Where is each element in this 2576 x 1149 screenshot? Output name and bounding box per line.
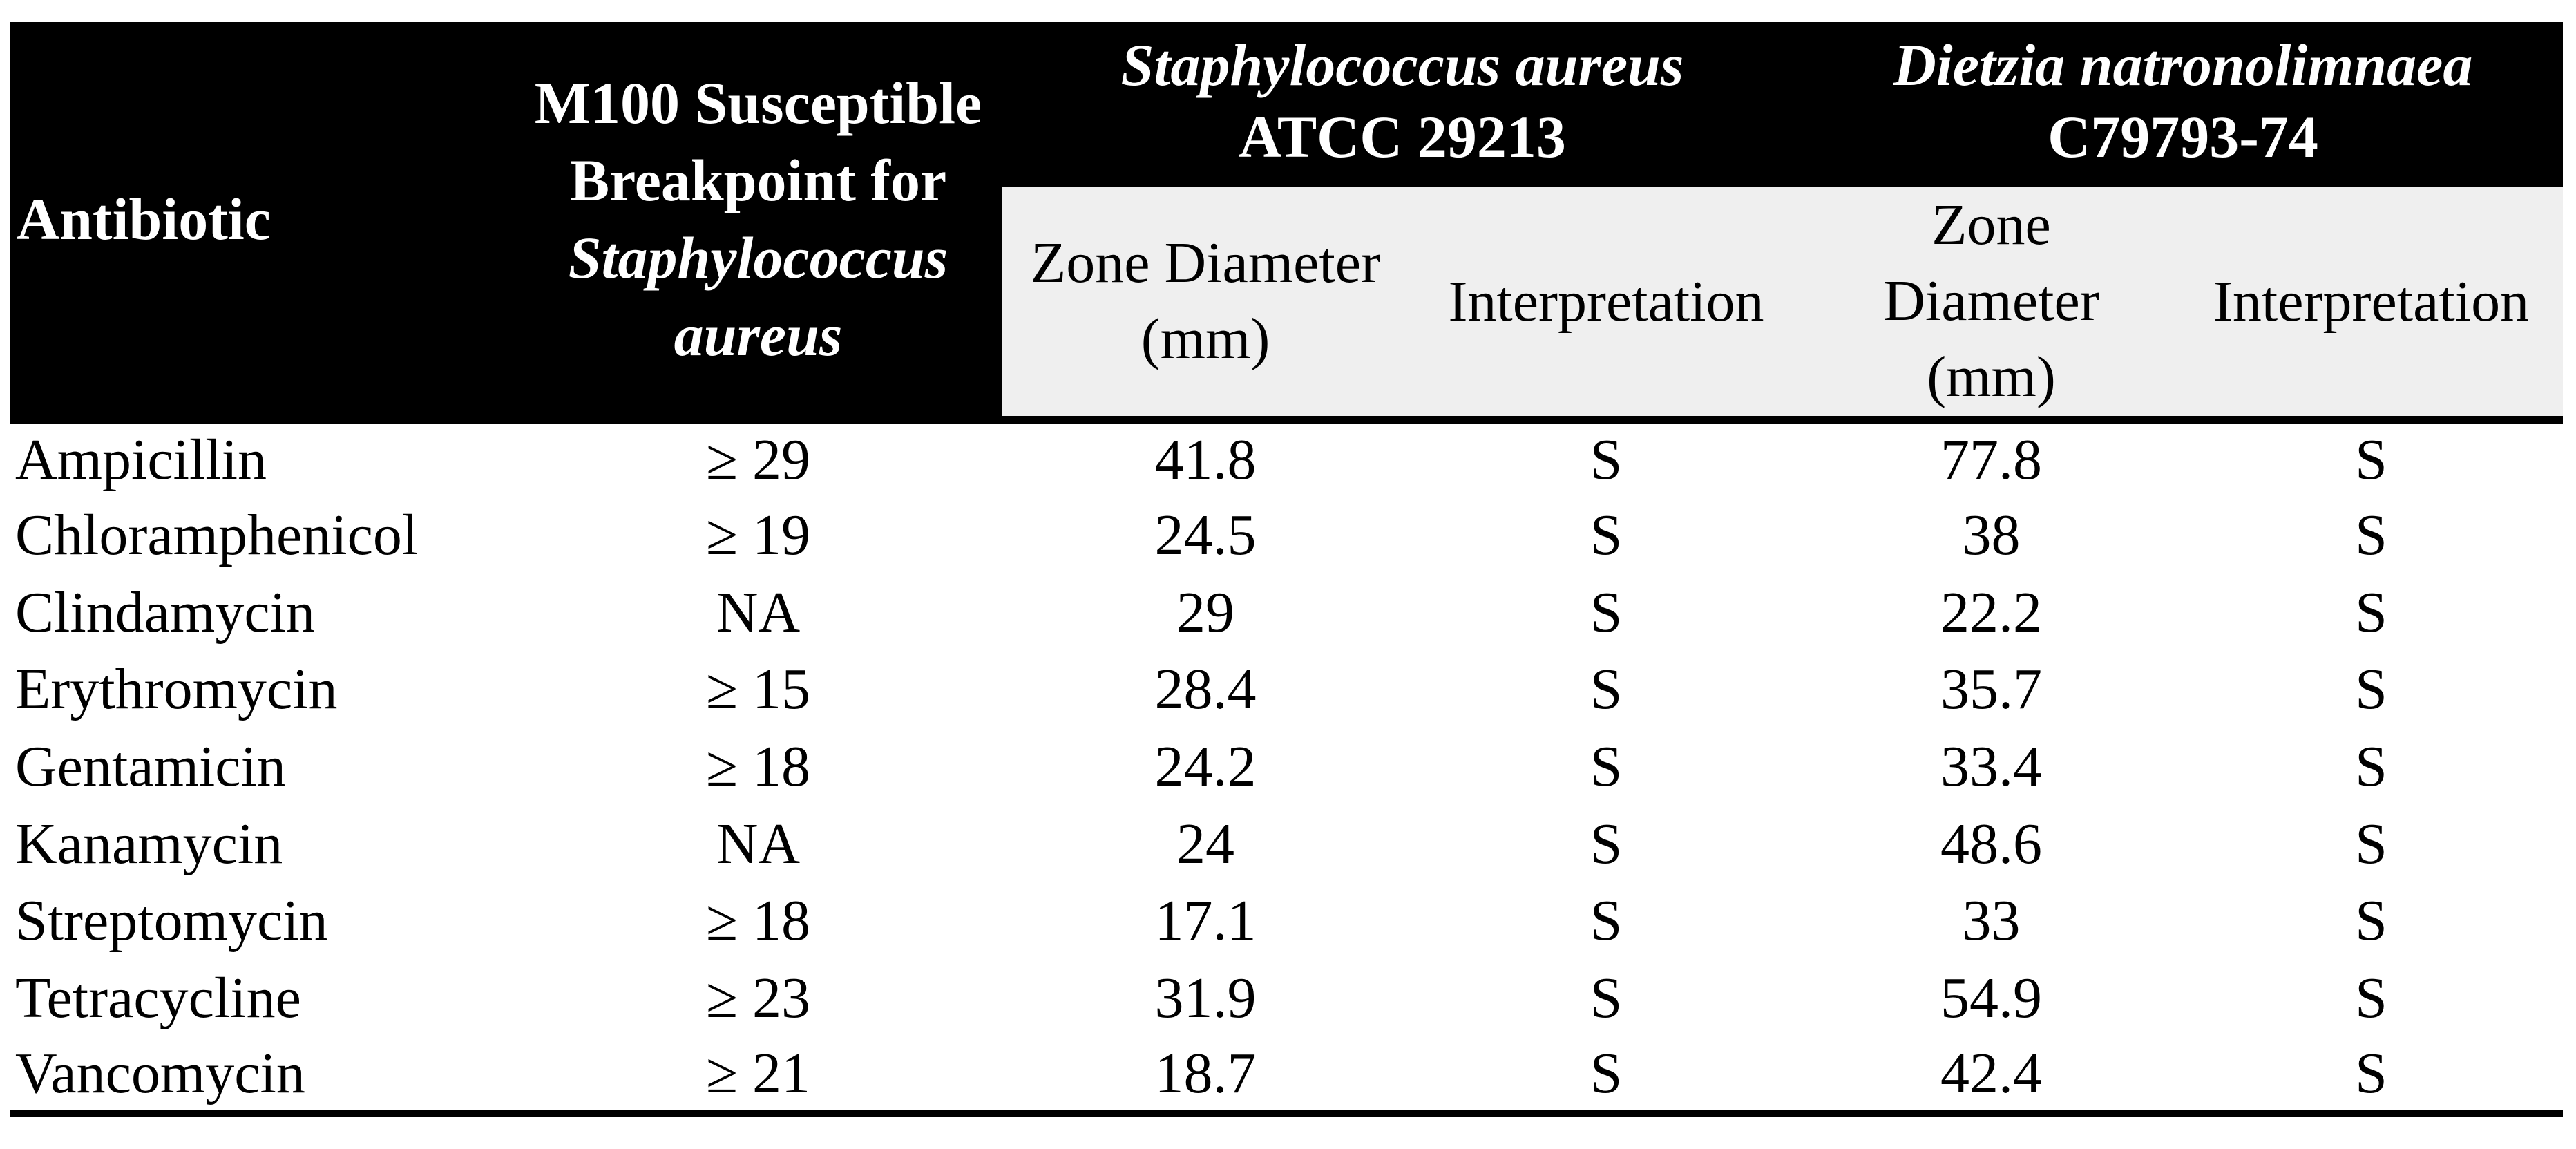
cell-breakpoint: ≥ 29 (515, 419, 1002, 497)
cell-breakpoint: ≥ 19 (515, 496, 1002, 574)
zone-line-1: Zone Diameter (1030, 231, 1381, 295)
cell-sa-zone: 17.1 (1002, 882, 1409, 960)
cell-dn-interp: S (2179, 882, 2564, 960)
cell-dn-interp: S (2179, 419, 2564, 497)
cell-sa-zone: 24.5 (1002, 496, 1409, 574)
cell-sa-interp: S (1409, 959, 1804, 1037)
header-sa-interpretation: Interpretation (1409, 183, 1804, 424)
cell-dn-interp: S (2179, 651, 2564, 728)
table-row: Gentamicin ≥ 18 24.2 S 33.4 S (10, 728, 2564, 806)
table-row: Erythromycin ≥ 15 28.4 S 35.7 S (10, 651, 2564, 728)
header-dn-interpretation: Interpretation (2179, 183, 2564, 424)
cell-antibiotic: Tetracycline (10, 959, 515, 1037)
cell-sa-zone: 24.2 (1002, 728, 1409, 806)
header-antibiotic: Antibiotic (10, 22, 515, 424)
cell-dn-zone: 42.4 (1803, 1036, 2180, 1114)
organism-name: Dietzia natronolimnaea (1893, 31, 2473, 98)
cell-sa-interp: S (1409, 651, 1804, 728)
cell-breakpoint: NA (515, 573, 1002, 652)
cell-dn-interp: S (2179, 959, 2564, 1037)
cell-breakpoint: ≥ 23 (515, 959, 1002, 1037)
cell-sa-interp: S (1409, 573, 1804, 652)
cell-antibiotic: Clindamycin (10, 573, 515, 652)
header-sa-zone-diameter: Zone Diameter (mm) (1002, 183, 1409, 424)
cell-sa-interp: S (1409, 728, 1804, 806)
cell-dn-interp: S (2179, 728, 2564, 806)
cell-dn-zone: 54.9 (1803, 959, 2180, 1037)
table-row: Ampicillin ≥ 29 41.8 S 77.8 S (10, 419, 2564, 497)
cell-breakpoint: ≥ 21 (515, 1036, 1002, 1114)
cell-breakpoint: ≥ 18 (515, 728, 1002, 806)
measure-header-row: Zone Diameter (mm) Interpretation Zone D… (10, 183, 2564, 424)
header-dn-zone-diameter: Zone Diameter (mm) (1803, 183, 2180, 424)
table-row: Clindamycin NA 29 S 22.2 S (10, 573, 2564, 652)
cell-sa-zone: 31.9 (1002, 959, 1409, 1037)
header-staphylococcus-aureus: Staphylococcus aureus ATCC 29213 (1002, 22, 1804, 187)
table-row: Chloramphenicol ≥ 19 24.5 S 38 S (10, 496, 2564, 574)
cell-sa-interp: S (1409, 496, 1804, 574)
cell-sa-interp: S (1409, 419, 1804, 497)
cell-breakpoint: ≥ 15 (515, 651, 1002, 728)
cell-dn-interp: S (2179, 496, 2564, 574)
m100-line-1: M100 Susceptible (534, 69, 982, 136)
table-header: Antibiotic M100 Susceptible Breakpoint f… (10, 22, 2564, 424)
table-row: Vancomycin ≥ 21 18.7 S 42.4 S (10, 1036, 2564, 1114)
cell-dn-interp: S (2179, 573, 2564, 652)
table-row: Tetracycline ≥ 23 31.9 S 54.9 S (10, 959, 2564, 1037)
organism-strain-code: ATCC 29213 (1239, 103, 1566, 170)
cell-antibiotic: Chloramphenicol (10, 496, 515, 574)
antibiotic-susceptibility-table: Antibiotic M100 Susceptible Breakpoint f… (10, 22, 2564, 1118)
cell-sa-interp: S (1409, 882, 1804, 960)
table-row: Kanamycin NA 24 S 48.6 S (10, 805, 2564, 883)
zone-line-1: Zone (1931, 193, 2051, 257)
cell-antibiotic: Ampicillin (10, 419, 515, 497)
organism-strain-code: C79793-74 (2048, 103, 2318, 170)
cell-antibiotic: Erythromycin (10, 651, 515, 728)
cell-dn-zone: 48.6 (1803, 805, 2180, 883)
organism-name: Staphylococcus aureus (1120, 31, 1684, 98)
cell-dn-interp: S (2179, 1036, 2564, 1114)
m100-line-2: Breakpoint for (569, 146, 947, 213)
table-row: Streptomycin ≥ 18 17.1 S 33 S (10, 882, 2564, 960)
cell-sa-zone: 18.7 (1002, 1036, 1409, 1114)
cell-sa-zone: 28.4 (1002, 651, 1409, 728)
m100-line-3: Staphylococcus (568, 224, 948, 291)
cell-breakpoint: ≥ 18 (515, 882, 1002, 960)
cell-dn-zone: 33 (1803, 882, 2180, 960)
organism-header-row: Antibiotic M100 Susceptible Breakpoint f… (10, 22, 2564, 424)
cell-antibiotic: Vancomycin (10, 1036, 515, 1114)
table-body: Ampicillin ≥ 29 41.8 S 77.8 S Chloramphe… (10, 419, 2564, 1114)
cell-dn-zone: 33.4 (1803, 728, 2180, 806)
cell-sa-zone: 29 (1002, 573, 1409, 652)
cell-sa-interp: S (1409, 805, 1804, 883)
cell-dn-zone: 22.2 (1803, 573, 2180, 652)
cell-breakpoint: NA (515, 805, 1002, 883)
zone-line-2: (mm) (1141, 307, 1270, 371)
header-dietzia-natronolimnaea: Dietzia natronolimnaea C79793-74 (1803, 22, 2564, 187)
cell-antibiotic: Kanamycin (10, 805, 515, 883)
cell-sa-zone: 24 (1002, 805, 1409, 883)
cell-dn-zone: 38 (1803, 496, 2180, 574)
m100-line-4: aureus (674, 301, 843, 368)
zone-line-3: (mm) (1927, 345, 2056, 409)
header-m100-breakpoint: M100 Susceptible Breakpoint for Staphylo… (515, 22, 1002, 424)
cell-dn-interp: S (2179, 805, 2564, 883)
zone-line-2: Diameter (1883, 269, 2099, 333)
cell-antibiotic: Streptomycin (10, 882, 515, 960)
cell-dn-zone: 35.7 (1803, 651, 2180, 728)
cell-sa-interp: S (1409, 1036, 1804, 1114)
cell-sa-zone: 41.8 (1002, 419, 1409, 497)
cell-dn-zone: 77.8 (1803, 419, 2180, 497)
cell-antibiotic: Gentamicin (10, 728, 515, 806)
